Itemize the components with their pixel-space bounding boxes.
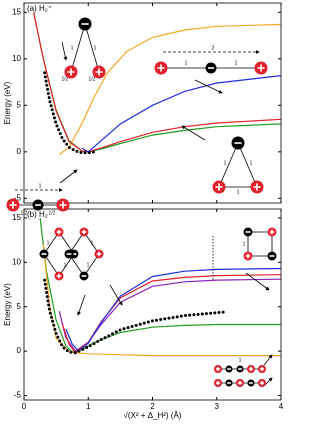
ion-sign <box>67 68 75 76</box>
plot-frame <box>23 2 282 204</box>
annotation: 1 <box>64 262 67 268</box>
ion-sign <box>56 273 62 279</box>
arrow <box>263 354 273 366</box>
series-line <box>33 12 281 153</box>
ion-sign <box>215 183 223 191</box>
ion-sign <box>215 366 221 372</box>
y-tick-label: 10 <box>12 54 21 63</box>
annotation: 1 <box>235 60 238 66</box>
y-tick-label: 15 <box>12 213 21 222</box>
ion-sign <box>248 366 254 372</box>
y-tick-label: 10 <box>12 257 21 266</box>
annotation: 1 <box>239 357 242 363</box>
series-line <box>61 274 281 354</box>
panel-title: (b) H₂ <box>27 210 48 219</box>
annotation: 1/2 <box>62 76 69 82</box>
annotation: 1 <box>185 60 188 66</box>
series-line <box>58 278 281 352</box>
y-tick-label: 15 <box>12 7 21 16</box>
ion-sign <box>96 251 102 257</box>
x-tick-label: 3 <box>215 402 220 411</box>
y-axis-label: Energy (eV) <box>3 283 12 326</box>
ion-sign <box>9 201 17 209</box>
arrow <box>109 284 123 306</box>
annotation: 2 <box>212 45 215 51</box>
annotation: 1 <box>243 241 246 247</box>
annotation: 1 <box>39 183 42 189</box>
annotation: 1/2 <box>89 76 96 82</box>
y-tick-label: -5 <box>14 193 22 202</box>
panel-title: (a) H₂⁺ <box>27 4 52 13</box>
plot-frame <box>23 208 282 401</box>
ion-sign <box>259 380 265 386</box>
series-line <box>43 71 97 155</box>
y-tick-label: 0 <box>17 147 22 156</box>
y-axis-label: Energy (eV) <box>3 81 12 124</box>
x-tick-label: 0 <box>22 402 27 411</box>
bond <box>70 23 100 73</box>
arrow <box>77 294 86 316</box>
y-tick-label: 5 <box>17 100 22 109</box>
series-line <box>65 267 281 352</box>
x-tick-label: 2 <box>150 402 155 411</box>
ion-sign <box>259 366 265 372</box>
bond <box>218 141 258 188</box>
series-line <box>81 75 281 153</box>
series-line <box>58 23 281 156</box>
ion-sign <box>245 253 251 259</box>
y-tick-label: -5 <box>14 391 22 400</box>
ion-sign <box>95 68 103 76</box>
series-line <box>43 278 225 355</box>
annotation: 1 <box>250 160 253 166</box>
arrow <box>181 125 206 141</box>
ion-sign <box>56 229 62 235</box>
annotation: 1 <box>71 45 74 51</box>
annotation: 1 <box>94 45 97 51</box>
annotation: 1/2 <box>49 210 56 216</box>
ion-sign <box>257 64 265 72</box>
y-tick-label: 5 <box>17 302 22 311</box>
ion-sign <box>269 229 275 235</box>
ion-sign <box>215 380 221 386</box>
bond <box>247 231 273 257</box>
annotation: 1 <box>224 160 227 166</box>
series-line <box>39 217 281 353</box>
series-line <box>42 244 281 357</box>
ion-sign <box>253 183 261 191</box>
arrow <box>194 79 223 94</box>
arrow <box>245 272 270 291</box>
x-axis-label: √(X² + Δ_H²) (Å) <box>124 411 182 420</box>
arrow <box>59 169 78 184</box>
arrow <box>61 41 68 61</box>
y-tick-label: 0 <box>17 346 22 355</box>
annotation: 1 <box>237 189 240 195</box>
x-tick-label: 4 <box>279 402 284 411</box>
x-tick-label: 1 <box>86 402 91 411</box>
insets <box>13 23 273 387</box>
annotation: 1 <box>87 262 90 268</box>
ions <box>6 17 277 387</box>
ion-sign <box>237 380 243 386</box>
annotation: 1 <box>47 240 50 246</box>
ion-sign <box>59 201 67 209</box>
ion-sign <box>81 229 87 235</box>
ion-sign <box>157 64 165 72</box>
